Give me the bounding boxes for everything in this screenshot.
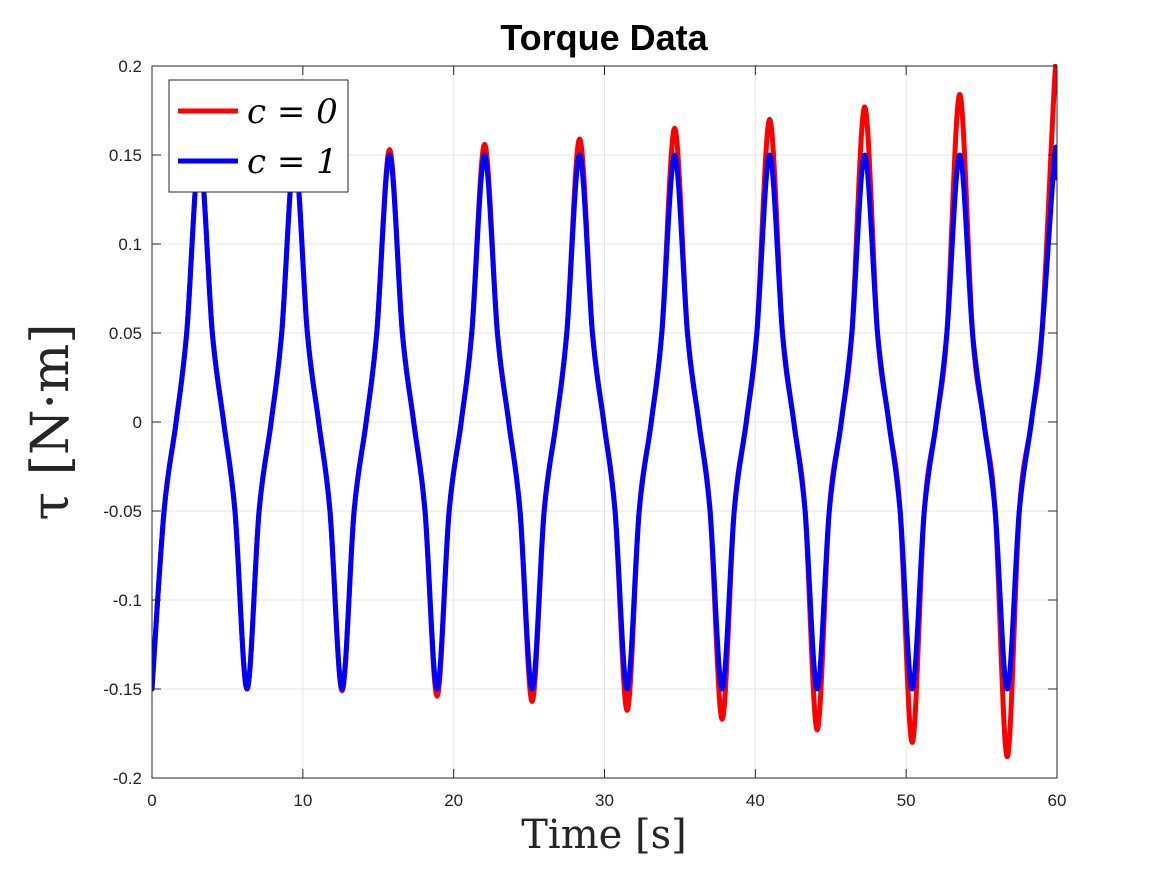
x-tick-label: 60 [1048, 791, 1067, 810]
y-tick-label: -0.15 [103, 680, 142, 699]
x-tick-label: 0 [147, 791, 156, 810]
x-tick-label: 20 [444, 791, 463, 810]
y-tick-label: 0.1 [118, 235, 142, 254]
y-axis-label: τ [N·m] [21, 323, 81, 520]
y-tick-label: 0.2 [118, 57, 142, 76]
legend-box [168, 79, 349, 193]
legend-label-c1: c = 1 [247, 142, 338, 182]
series-layer [152, 64, 1057, 760]
x-axis-label: Time [s] [521, 812, 687, 858]
y-tick-label: -0.2 [113, 769, 142, 788]
y-tick-label: 0.05 [109, 324, 142, 343]
tick-layer: 0 10 20 30 40 50 60 0.2 0.15 0.1 0.05 0 -0.05 -0.1 -0.… [103, 57, 1066, 810]
x-tick-label: 10 [293, 791, 312, 810]
y-tick-label: -0.05 [103, 502, 142, 521]
y-tick-label: -0.1 [113, 591, 142, 610]
x-tick-label: 40 [746, 791, 765, 810]
series-line-c1 [152, 144, 1057, 692]
x-tick-label: 50 [897, 791, 916, 810]
y-tick-label: 0 [133, 413, 142, 432]
x-tick-label: 30 [595, 791, 614, 810]
legend: c = 0 c = 1 [168, 79, 349, 193]
chart-title: Torque Data [500, 17, 708, 58]
y-tick-label: 0.15 [109, 146, 142, 165]
legend-label-c0: c = 0 [247, 92, 338, 132]
